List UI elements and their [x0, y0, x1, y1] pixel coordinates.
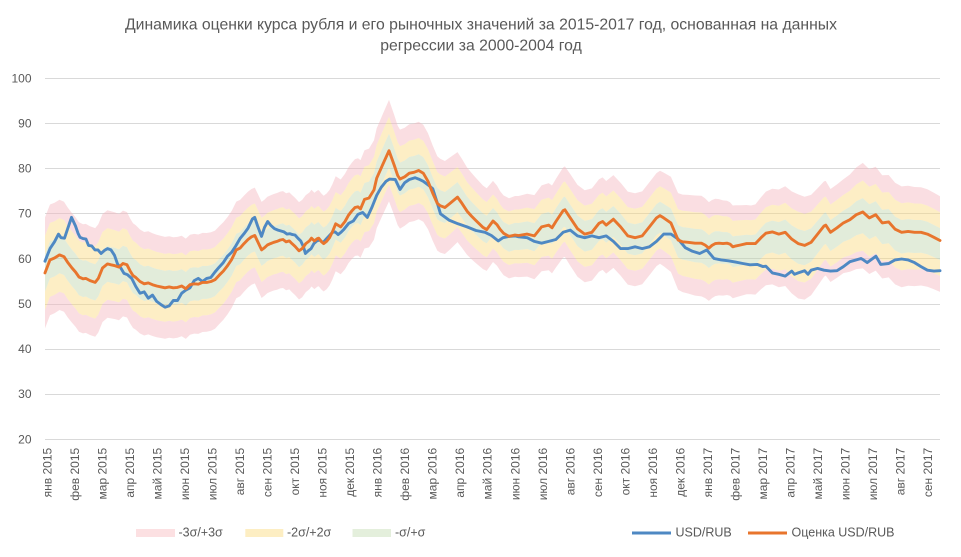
- svg-text:июл 2017: июл 2017: [866, 447, 880, 500]
- svg-text:июн 2015: июн 2015: [178, 447, 192, 500]
- svg-text:сен 2015: сен 2015: [261, 447, 275, 497]
- svg-text:фев 2016: фев 2016: [398, 447, 412, 500]
- svg-text:30: 30: [18, 387, 32, 401]
- svg-text:апр 2017: апр 2017: [783, 447, 797, 497]
- svg-text:70: 70: [18, 207, 32, 221]
- svg-text:-2σ/+2σ: -2σ/+2σ: [287, 526, 332, 540]
- svg-text:мар 2015: мар 2015: [96, 447, 110, 499]
- svg-text:янв 2017: янв 2017: [701, 447, 715, 497]
- svg-text:мар 2016: мар 2016: [426, 447, 440, 499]
- svg-text:сен 2017: сен 2017: [921, 447, 935, 497]
- svg-text:ноя 2015: ноя 2015: [316, 447, 330, 497]
- svg-text:80: 80: [18, 162, 32, 176]
- svg-text:май 2017: май 2017: [811, 447, 825, 499]
- svg-text:окт 2015: окт 2015: [288, 447, 302, 495]
- svg-text:авг 2017: авг 2017: [894, 447, 908, 495]
- svg-text:регрессии за 2000-2004 год: регрессии за 2000-2004 год: [380, 38, 582, 55]
- svg-text:янв 2016: янв 2016: [371, 447, 385, 497]
- svg-text:дек 2015: дек 2015: [343, 447, 357, 496]
- svg-text:май 2016: май 2016: [481, 447, 495, 499]
- svg-text:Оценка USD/RUB: Оценка USD/RUB: [792, 526, 895, 540]
- svg-text:20: 20: [18, 432, 32, 446]
- svg-text:мар 2017: мар 2017: [756, 447, 770, 499]
- svg-text:Динамика оценки курса рубля и: Динамика оценки курса рубля и его рыночн…: [125, 17, 837, 34]
- svg-text:июл 2015: июл 2015: [206, 447, 220, 500]
- svg-text:сен 2016: сен 2016: [591, 447, 605, 497]
- svg-text:фев 2017: фев 2017: [728, 447, 742, 500]
- svg-text:фев 2015: фев 2015: [68, 447, 82, 500]
- svg-text:апр 2015: апр 2015: [123, 447, 137, 497]
- svg-text:90: 90: [18, 116, 32, 130]
- svg-text:100: 100: [11, 71, 31, 85]
- svg-text:авг 2016: авг 2016: [563, 447, 577, 495]
- svg-text:июн 2016: июн 2016: [508, 447, 522, 500]
- svg-text:окт 2016: окт 2016: [618, 447, 632, 495]
- svg-text:50: 50: [18, 297, 32, 311]
- svg-text:40: 40: [18, 342, 32, 356]
- svg-text:авг 2015: авг 2015: [233, 447, 247, 495]
- svg-text:янв 2015: янв 2015: [41, 447, 55, 497]
- svg-text:-σ/+σ: -σ/+σ: [395, 526, 426, 540]
- svg-text:ноя 2016: ноя 2016: [646, 447, 660, 497]
- svg-text:июл 2016: июл 2016: [536, 447, 550, 500]
- svg-text:апр 2016: апр 2016: [453, 447, 467, 497]
- svg-text:май 2015: май 2015: [151, 447, 165, 499]
- svg-text:дек 2016: дек 2016: [673, 447, 687, 496]
- svg-text:60: 60: [18, 252, 32, 266]
- svg-text:USD/RUB: USD/RUB: [676, 526, 732, 540]
- svg-text:июн 2017: июн 2017: [838, 447, 852, 500]
- svg-text:-3σ/+3σ: -3σ/+3σ: [179, 526, 224, 540]
